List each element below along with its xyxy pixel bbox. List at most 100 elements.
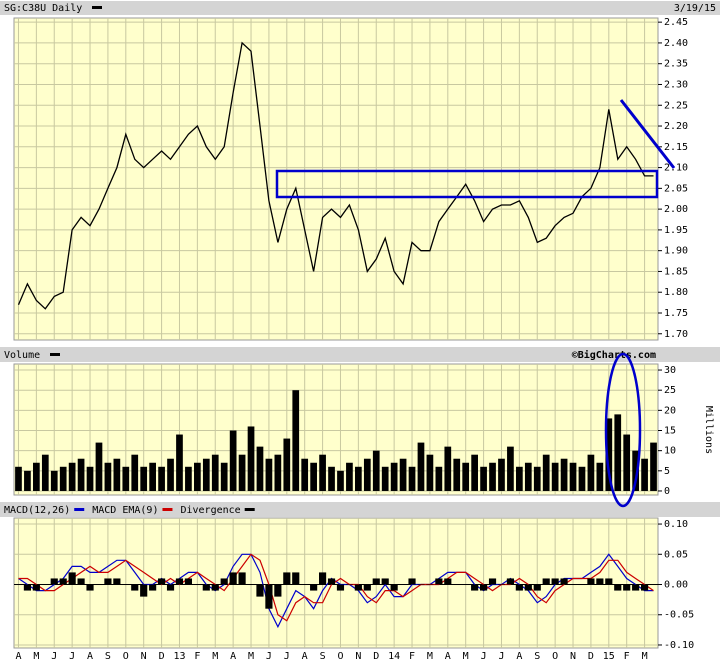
bar [238, 454, 246, 491]
legend-swatch [50, 353, 60, 356]
bar [220, 578, 228, 585]
bar [453, 584, 461, 586]
bar [596, 462, 604, 491]
bar [184, 578, 192, 585]
x-tick-label: J [51, 651, 57, 662]
bar [247, 426, 255, 491]
plot-area [13, 363, 659, 496]
bar [390, 584, 398, 591]
bar [176, 434, 183, 491]
bar [399, 458, 407, 491]
bar [381, 466, 389, 491]
bar [649, 584, 658, 586]
bar [650, 442, 657, 491]
x-tick-label: M [427, 651, 433, 662]
y-tick-label: 0.10 [664, 519, 688, 530]
bar [193, 584, 201, 586]
bar [211, 454, 219, 491]
x-tick-label: O [552, 651, 558, 662]
x-tick-label: O [337, 651, 343, 662]
y-tick-label: 1.85 [664, 266, 688, 277]
bar [113, 458, 121, 491]
bar [77, 578, 85, 585]
y-tick-label: 2.00 [664, 204, 688, 215]
bar [41, 454, 49, 491]
bar [310, 584, 318, 591]
x-tick-label: S [320, 651, 326, 662]
y-tick-label: 1.75 [664, 308, 688, 319]
x-tick-label: F [194, 651, 200, 662]
x-tick-label: F [624, 651, 630, 662]
bar [453, 458, 461, 491]
bar [33, 462, 40, 491]
bar [605, 418, 613, 491]
bar [614, 414, 622, 491]
bar [149, 584, 157, 591]
bar [59, 578, 67, 585]
bar [641, 458, 648, 491]
bar [578, 584, 586, 586]
y-tick-label: 5 [664, 466, 670, 477]
bar [301, 584, 309, 586]
bar [355, 466, 362, 491]
y-tick-label: 2.15 [664, 142, 688, 153]
bar [390, 462, 398, 491]
bar [256, 584, 264, 597]
bar [533, 466, 541, 491]
bar [471, 584, 479, 591]
panel-title: Volume [4, 350, 40, 361]
bar [194, 462, 201, 491]
bar [310, 462, 317, 491]
x-tick-label: D [373, 651, 379, 662]
bar [488, 578, 497, 585]
bar [435, 578, 443, 585]
bar [68, 462, 76, 491]
y-tick-label: 1.70 [664, 329, 688, 340]
legend-swatch [74, 508, 85, 511]
bar [372, 450, 380, 491]
bar [471, 454, 478, 491]
bar [533, 584, 541, 591]
x-tick-label: M [212, 651, 218, 662]
x-tick-label: M [248, 651, 254, 662]
bar [372, 578, 380, 585]
bar [417, 442, 425, 491]
bar [363, 458, 371, 491]
bar [229, 572, 237, 585]
bar [265, 458, 273, 491]
bar [175, 578, 184, 585]
x-tick-label: M [33, 651, 39, 662]
bar [551, 578, 559, 585]
bar [623, 584, 631, 591]
bar [167, 458, 174, 491]
bar [408, 578, 416, 585]
bar [327, 578, 336, 585]
bar [587, 454, 595, 491]
bar [560, 578, 568, 585]
y-tick-label: 0 [664, 486, 670, 497]
watermark: ©BigCharts.com [572, 349, 656, 361]
bar [426, 584, 434, 586]
bar [283, 438, 291, 491]
bar [140, 466, 148, 491]
legend-swatch [162, 508, 173, 511]
x-tick-label: M [642, 651, 648, 662]
x-tick-label: J [481, 651, 487, 662]
bar [632, 584, 640, 591]
bar [524, 462, 532, 491]
trend-annotation [619, 99, 676, 169]
x-tick-label: N [570, 651, 576, 662]
bar [426, 454, 434, 491]
bar [158, 578, 166, 585]
x-tick-label: O [123, 651, 129, 662]
y-tick-label: 30 [664, 365, 676, 376]
x-tick-label: D [159, 651, 165, 662]
x-tick-label: M [463, 651, 469, 662]
legend-swatch [92, 6, 102, 9]
plot-area [13, 17, 659, 341]
bar [122, 584, 130, 586]
x-tick-label: 13 [173, 651, 185, 662]
header-bar [0, 502, 720, 517]
bar [524, 584, 532, 591]
y-tick-label: 2.05 [664, 183, 688, 194]
